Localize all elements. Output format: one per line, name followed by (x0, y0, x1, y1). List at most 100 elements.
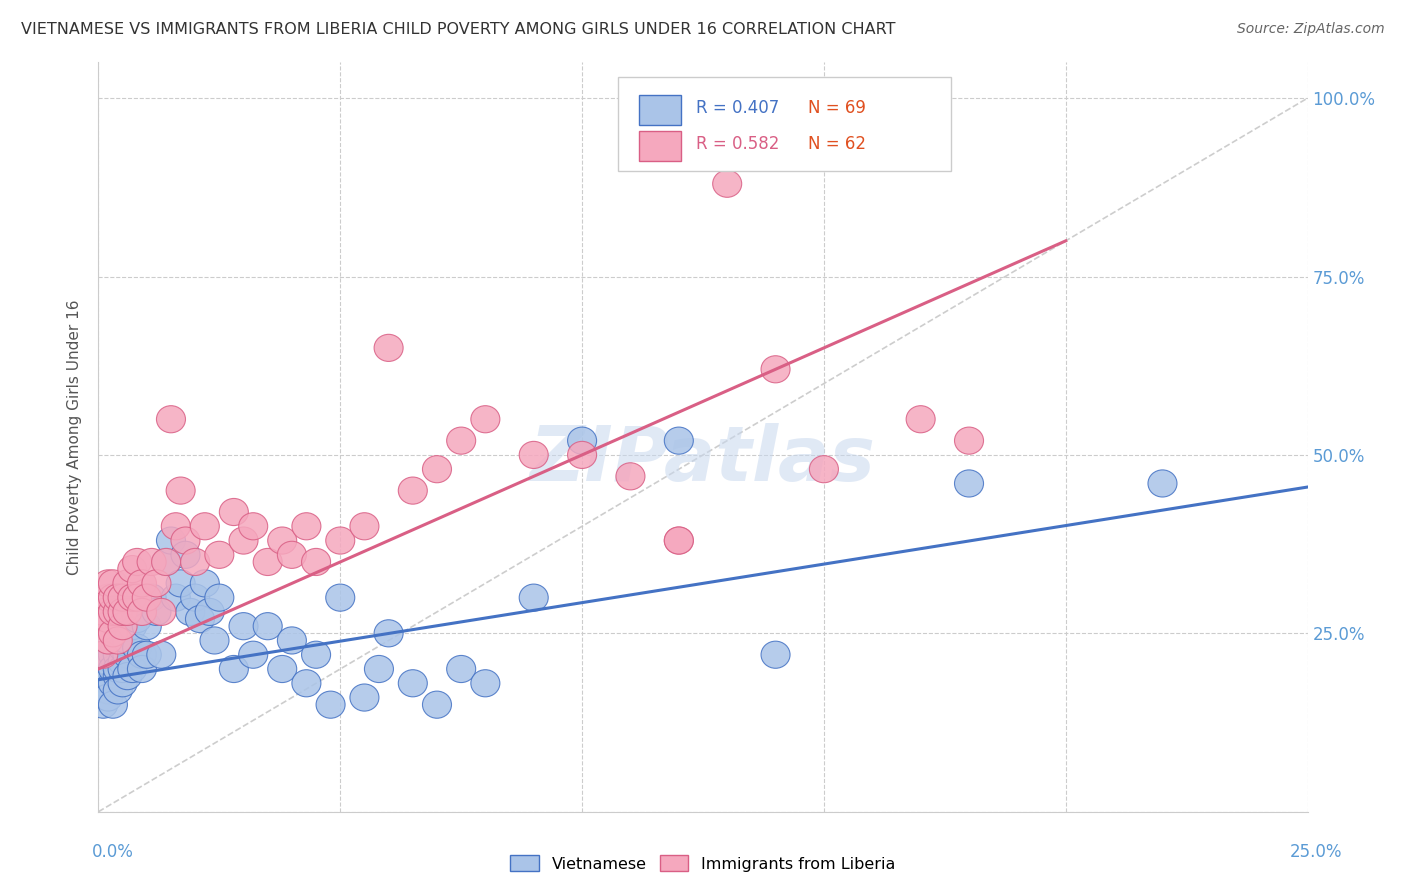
Ellipse shape (108, 584, 138, 611)
Ellipse shape (568, 442, 596, 468)
Ellipse shape (112, 627, 142, 654)
Ellipse shape (128, 570, 156, 597)
Ellipse shape (616, 463, 645, 490)
Ellipse shape (98, 570, 128, 597)
Ellipse shape (128, 599, 156, 625)
Ellipse shape (103, 641, 132, 668)
Ellipse shape (103, 584, 132, 611)
Ellipse shape (108, 599, 138, 625)
Ellipse shape (200, 627, 229, 654)
Ellipse shape (180, 549, 209, 575)
Ellipse shape (398, 477, 427, 504)
Ellipse shape (128, 656, 156, 682)
Ellipse shape (326, 584, 354, 611)
Text: Source: ZipAtlas.com: Source: ZipAtlas.com (1237, 22, 1385, 37)
Ellipse shape (229, 527, 259, 554)
Ellipse shape (152, 549, 180, 575)
Ellipse shape (103, 599, 132, 625)
Ellipse shape (138, 549, 166, 575)
Ellipse shape (122, 549, 152, 575)
Ellipse shape (156, 406, 186, 433)
Ellipse shape (108, 613, 138, 640)
Ellipse shape (132, 613, 162, 640)
Ellipse shape (519, 584, 548, 611)
Ellipse shape (142, 570, 172, 597)
Ellipse shape (118, 556, 146, 582)
Ellipse shape (98, 620, 128, 647)
Text: R = 0.582: R = 0.582 (696, 135, 779, 153)
Ellipse shape (138, 584, 166, 611)
Ellipse shape (761, 356, 790, 383)
Ellipse shape (162, 584, 190, 611)
Ellipse shape (471, 406, 501, 433)
Ellipse shape (277, 627, 307, 654)
Ellipse shape (89, 691, 118, 718)
Ellipse shape (103, 656, 132, 682)
Ellipse shape (94, 656, 122, 682)
Ellipse shape (94, 677, 122, 704)
Ellipse shape (471, 670, 501, 697)
Ellipse shape (180, 584, 209, 611)
Ellipse shape (326, 527, 354, 554)
Ellipse shape (447, 656, 475, 682)
Ellipse shape (132, 584, 162, 611)
Ellipse shape (156, 527, 186, 554)
Ellipse shape (253, 613, 283, 640)
Ellipse shape (301, 549, 330, 575)
Legend: Vietnamese, Immigrants from Liberia: Vietnamese, Immigrants from Liberia (502, 847, 904, 880)
Ellipse shape (422, 691, 451, 718)
Text: VIETNAMESE VS IMMIGRANTS FROM LIBERIA CHILD POVERTY AMONG GIRLS UNDER 16 CORRELA: VIETNAMESE VS IMMIGRANTS FROM LIBERIA CH… (21, 22, 896, 37)
Ellipse shape (568, 427, 596, 454)
Ellipse shape (664, 527, 693, 554)
Y-axis label: Child Poverty Among Girls Under 16: Child Poverty Among Girls Under 16 (67, 300, 83, 574)
Bar (638, 130, 682, 161)
Ellipse shape (166, 477, 195, 504)
Ellipse shape (98, 599, 128, 625)
Ellipse shape (176, 599, 205, 625)
Ellipse shape (89, 670, 118, 697)
Ellipse shape (89, 613, 118, 640)
Ellipse shape (146, 641, 176, 668)
Ellipse shape (112, 599, 142, 625)
Ellipse shape (98, 641, 128, 668)
Ellipse shape (190, 513, 219, 540)
Ellipse shape (267, 527, 297, 554)
Ellipse shape (108, 656, 138, 682)
Ellipse shape (810, 456, 838, 483)
Ellipse shape (152, 549, 180, 575)
Bar (638, 95, 682, 125)
Ellipse shape (112, 641, 142, 668)
Ellipse shape (172, 541, 200, 568)
Ellipse shape (142, 599, 172, 625)
Ellipse shape (761, 641, 790, 668)
Ellipse shape (108, 670, 138, 697)
Ellipse shape (364, 656, 394, 682)
Ellipse shape (103, 663, 132, 690)
Ellipse shape (519, 442, 548, 468)
Ellipse shape (955, 470, 984, 497)
Ellipse shape (447, 427, 475, 454)
Ellipse shape (108, 648, 138, 675)
Ellipse shape (103, 627, 132, 654)
Text: 25.0%: 25.0% (1291, 843, 1343, 861)
Ellipse shape (219, 656, 249, 682)
Ellipse shape (292, 513, 321, 540)
Ellipse shape (98, 670, 128, 697)
Ellipse shape (112, 663, 142, 690)
Ellipse shape (905, 406, 935, 433)
Ellipse shape (1147, 470, 1177, 497)
Ellipse shape (253, 549, 283, 575)
Ellipse shape (205, 584, 233, 611)
Ellipse shape (89, 641, 118, 668)
Ellipse shape (422, 456, 451, 483)
Ellipse shape (219, 499, 249, 525)
Text: 0.0%: 0.0% (91, 843, 134, 861)
Ellipse shape (172, 527, 200, 554)
Ellipse shape (132, 641, 162, 668)
FancyBboxPatch shape (619, 78, 950, 171)
Ellipse shape (98, 691, 128, 718)
Ellipse shape (94, 570, 122, 597)
Ellipse shape (239, 641, 267, 668)
Ellipse shape (94, 684, 122, 711)
Ellipse shape (118, 613, 146, 640)
